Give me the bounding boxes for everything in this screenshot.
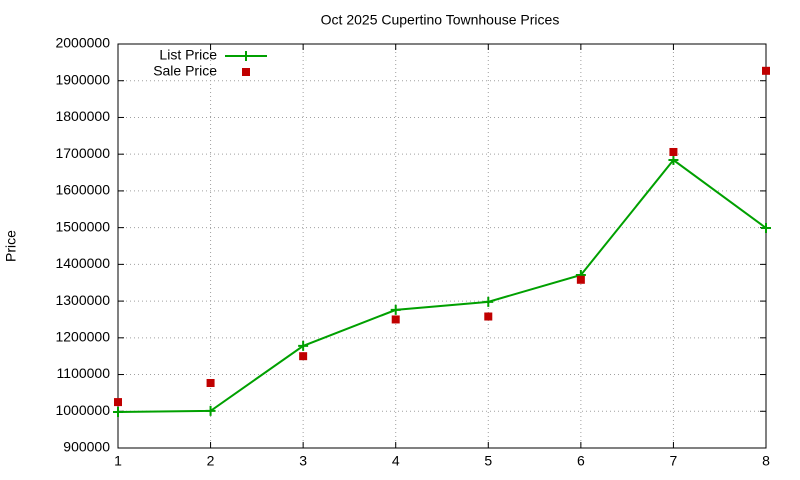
- y-tick-label: 1000000: [55, 402, 110, 418]
- y-tick-label: 1500000: [55, 218, 110, 234]
- legend-label: Sale Price: [153, 63, 217, 79]
- y-tick-label: 1400000: [55, 255, 110, 271]
- data-point: [206, 378, 215, 387]
- x-tick-label: 6: [577, 453, 585, 469]
- y-axis-label: Price: [3, 230, 19, 262]
- y-tick-label: 1600000: [55, 182, 110, 198]
- data-point: [299, 352, 308, 361]
- x-tick-label: 4: [392, 453, 400, 469]
- data-point: [669, 147, 678, 156]
- x-tick-label: 3: [299, 453, 307, 469]
- data-point: [484, 312, 493, 321]
- data-point: [114, 398, 122, 407]
- legend-label: List Price: [159, 47, 217, 63]
- data-point: [205, 405, 216, 416]
- y-tick-label: 1800000: [55, 108, 110, 124]
- x-tick-label: 7: [670, 453, 678, 469]
- data-point: [576, 275, 585, 284]
- data-point: [391, 315, 400, 324]
- y-tick-label: 2000000: [55, 35, 110, 51]
- x-tick-label: 1: [114, 453, 122, 469]
- y-tick-label: 1300000: [55, 292, 110, 308]
- chart-title: Oct 2025 Cupertino Townhouse Prices: [321, 12, 560, 28]
- legend-marker: [242, 68, 250, 76]
- data-point: [761, 223, 771, 234]
- y-tick-label: 1100000: [57, 365, 111, 381]
- data-point: [390, 304, 401, 315]
- y-tick-label: 1200000: [55, 329, 110, 345]
- data-point: [762, 66, 770, 75]
- y-tick-label: 1900000: [55, 71, 110, 87]
- legend-marker: [241, 51, 251, 61]
- y-tick-label: 1700000: [55, 145, 110, 161]
- y-tick-label: 900000: [63, 439, 110, 455]
- data-point: [298, 340, 309, 351]
- series-line: [117, 158, 767, 414]
- data-point: [668, 155, 679, 166]
- x-tick-label: 5: [484, 453, 492, 469]
- x-tick-label: 8: [762, 453, 770, 469]
- x-tick-label: 2: [207, 453, 215, 469]
- data-point: [483, 296, 494, 307]
- plot-frame: [117, 43, 767, 449]
- data-point: [113, 407, 123, 418]
